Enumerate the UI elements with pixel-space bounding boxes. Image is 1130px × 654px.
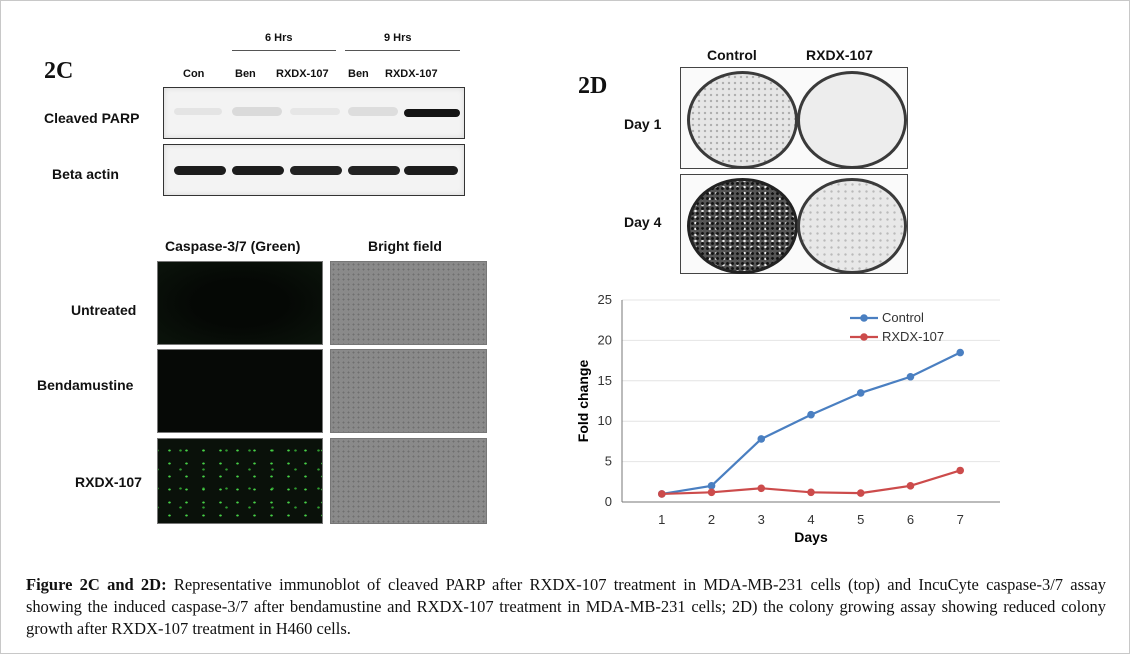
data-point-0-2: [757, 435, 766, 443]
band-parp-ben-6h: [232, 107, 282, 116]
data-point-0-6: [956, 348, 965, 357]
brightfield-image-bendamustine: [330, 349, 487, 433]
caspase-image-untreated: [157, 261, 323, 345]
x-tick-label: 7: [957, 512, 964, 527]
band-actin-rxdx-9h: [404, 166, 458, 175]
band-parp-rxdx-6h: [290, 108, 340, 115]
x-tick-label: 3: [758, 512, 765, 527]
x-tick-label: 5: [857, 512, 864, 527]
data-point-1-3: [807, 488, 815, 497]
lane-label-ben-9h: Ben: [348, 68, 369, 80]
caption-label: Figure 2C and 2D:: [26, 575, 167, 594]
band-actin-ben-9h: [348, 166, 400, 175]
colony-row-day-1: Day 1: [624, 116, 662, 132]
legend-marker-0: [860, 314, 868, 322]
y-tick-label: 25: [598, 292, 612, 307]
x-axis-label: Days: [794, 529, 828, 545]
band-actin-ben-6h: [232, 166, 284, 175]
series-line-0: [661, 351, 961, 496]
blot-beta-actin: [163, 144, 465, 196]
caspase-image-bendamustine: [157, 349, 323, 433]
data-point-0-1: [707, 482, 716, 490]
brightfield-image-rxdx-107: [330, 438, 487, 524]
x-tick-labels: 1 2 3 4 5 6 7: [658, 512, 964, 527]
chart-series: [657, 348, 965, 498]
data-point-1-0: [657, 490, 666, 498]
chart-gridlines: [622, 299, 1000, 463]
legend-label-1: RXDX-107: [882, 329, 944, 344]
y-tick-label: 0: [605, 494, 612, 509]
x-tick-label: 1: [658, 512, 665, 527]
time-group-6h-line: [232, 50, 336, 51]
panel-letter-2d: 2D: [578, 73, 608, 99]
data-point-1-5: [906, 482, 915, 490]
y-tick-label: 5: [605, 454, 612, 469]
imaging-row-rxdx-107: RXDX-107: [75, 474, 142, 490]
time-group-6h: 6 Hrs: [265, 32, 293, 44]
panel-letter-2c: 2C: [44, 58, 74, 84]
y-tick-label: 20: [598, 332, 612, 347]
lane-label-rxdx-6h: RXDX-107: [276, 68, 329, 80]
band-parp-con: [174, 108, 222, 115]
band-parp-ben-9h: [348, 107, 398, 116]
colony-col-rxdx-107: RXDX-107: [806, 47, 873, 63]
data-point-0-5: [906, 372, 915, 381]
colony-image-day-1: [680, 67, 908, 169]
x-tick-label: 2: [708, 512, 715, 527]
row-label-beta-actin: Beta actin: [52, 166, 119, 182]
data-point-0-3: [807, 410, 815, 419]
band-actin-rxdx-6h: [290, 166, 342, 175]
brightfield-image-untreated: [330, 261, 487, 345]
data-point-0-4: [856, 389, 865, 397]
imaging-row-bendamustine: Bendamustine: [37, 377, 134, 393]
imaging-row-untreated: Untreated: [71, 302, 137, 318]
colony-col-control: Control: [707, 47, 757, 63]
colony-image-day-4: [680, 174, 908, 274]
caspase-image-rxdx-107: [157, 438, 323, 524]
x-tick-label: 4: [807, 512, 814, 527]
dish-control-day-4: [687, 178, 798, 274]
data-point-1-4: [856, 489, 865, 497]
chart-legend: Control RXDX-107: [850, 310, 944, 344]
imaging-col-brightfield: Bright field: [368, 238, 442, 254]
band-parp-rxdx-9h: [404, 109, 460, 117]
blot-cleaved-parp: [163, 87, 465, 139]
time-group-9h: 9 Hrs: [384, 32, 412, 44]
band-actin-con: [174, 166, 226, 175]
dish-rxdx-day-4: [797, 178, 907, 274]
colony-row-day-4: Day 4: [624, 214, 662, 230]
data-point-1-2: [757, 484, 766, 493]
dish-rxdx-day-1: [797, 71, 907, 169]
legend-label-0: Control: [882, 310, 924, 325]
lane-label-rxdx-9h: RXDX-107: [385, 68, 438, 80]
dish-control-day-1: [687, 71, 798, 169]
y-tick-label: 15: [598, 373, 612, 388]
lane-label-ben-6h: Ben: [235, 68, 256, 80]
caption-text: Representative immunoblot of cleaved PAR…: [26, 575, 1107, 638]
legend-marker-1: [860, 333, 868, 341]
x-tick-label: 6: [907, 512, 914, 527]
y-tick-label: 10: [598, 413, 612, 428]
data-point-1-6: [956, 466, 965, 475]
figure-caption: Figure 2C and 2D: Representative immunob…: [26, 574, 1106, 640]
lane-label-con: Con: [183, 68, 205, 80]
data-point-1-1: [707, 488, 716, 497]
row-label-cleaved-parp: Cleaved PARP: [44, 110, 140, 126]
y-tick-labels: 0 5 10 15 20 25: [598, 292, 612, 509]
y-axis-label: Fold change: [575, 360, 591, 443]
imaging-col-caspase: Caspase-3/7 (Green): [165, 238, 301, 254]
time-group-9h-line: [345, 50, 460, 51]
